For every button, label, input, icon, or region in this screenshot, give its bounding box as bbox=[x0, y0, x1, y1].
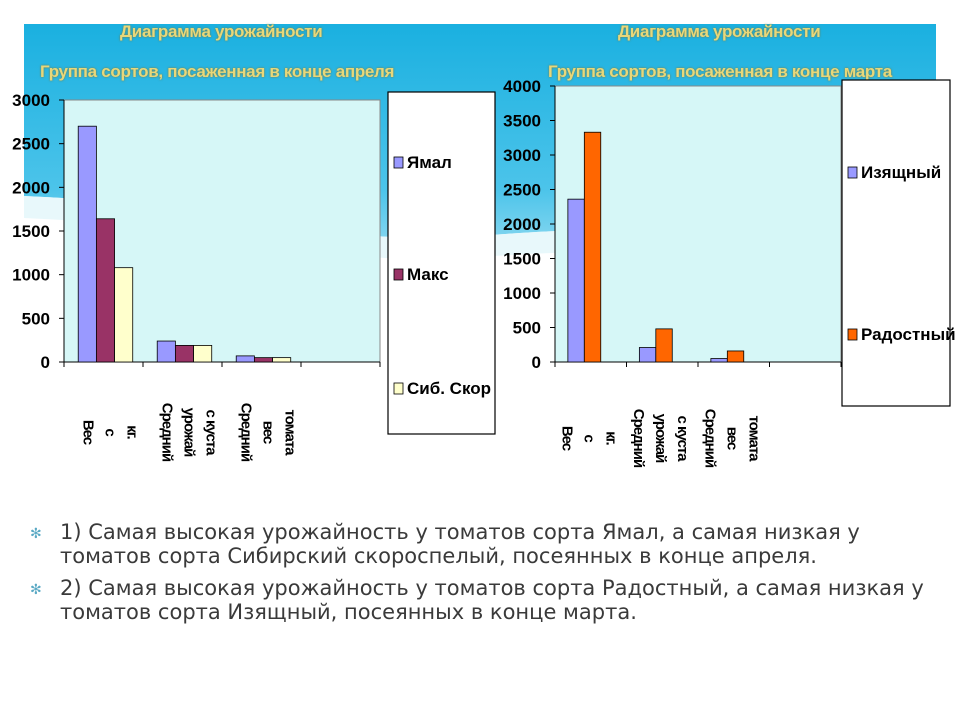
y-tick-label: 1500 bbox=[12, 222, 50, 241]
x-category-label: кг. bbox=[602, 431, 619, 445]
x-category-label: вес bbox=[259, 421, 276, 444]
bullet-item-2: ✻ 2) Самая высокая урожайность у томатов… bbox=[30, 576, 930, 624]
bullet-text-1: 1) Самая высокая урожайность у томатов с… bbox=[60, 520, 860, 568]
bar-Радостный-3 bbox=[726, 350, 745, 363]
bar-Изящный-1 bbox=[567, 198, 585, 363]
chart2-title: Диаграмма урожайности bbox=[618, 22, 821, 41]
legend-label: Радостный bbox=[861, 325, 956, 344]
y-tick-label: 500 bbox=[22, 309, 50, 328]
y-tick-label: 2000 bbox=[12, 178, 50, 197]
legend-swatch bbox=[393, 156, 404, 169]
y-tick-label: 1500 bbox=[503, 250, 541, 269]
legend-box bbox=[387, 91, 496, 435]
x-category-label: урожай bbox=[652, 414, 669, 463]
y-tick-label: 1000 bbox=[12, 266, 50, 285]
legend-swatch bbox=[847, 328, 858, 341]
y-tick-label: 4000 bbox=[503, 77, 541, 96]
bullet-list: ✻ 1) Самая высокая урожайность у томатов… bbox=[30, 520, 930, 632]
x-category-label: кг. bbox=[123, 425, 140, 439]
x-category-label: Средний bbox=[237, 403, 254, 462]
x-category-label: с куста bbox=[674, 415, 691, 462]
x-category-label: Средний bbox=[630, 409, 647, 468]
bar-Изящный-3 bbox=[710, 358, 728, 363]
chart2-subtitle: Группа сортов, посаженная в конце марта bbox=[548, 62, 892, 81]
bar-Ямал-3 bbox=[235, 355, 255, 363]
legend-swatch bbox=[393, 382, 404, 395]
star-bullet-icon: ✻ bbox=[30, 526, 42, 542]
y-tick-label: 1000 bbox=[503, 284, 541, 303]
y-tick-label: 2000 bbox=[503, 215, 541, 234]
y-tick-label: 500 bbox=[513, 319, 541, 338]
legend-swatch bbox=[393, 268, 404, 281]
plot-area bbox=[554, 85, 842, 363]
bar-Макс-3 bbox=[253, 357, 273, 363]
x-category-label: Средний bbox=[158, 403, 175, 462]
y-tick-label: 3000 bbox=[12, 91, 50, 110]
x-category-label: томата bbox=[281, 409, 298, 456]
bar-Радостный-1 bbox=[583, 131, 602, 363]
bullet-item-1: ✻ 1) Самая высокая урожайность у томатов… bbox=[30, 520, 930, 568]
x-category-label: с bbox=[101, 428, 118, 436]
chart1-title: Диаграмма урожайности bbox=[120, 22, 323, 41]
bar-Сиб. Скор-1 bbox=[114, 267, 134, 363]
y-tick-label: 2500 bbox=[12, 135, 50, 154]
x-category-label: Вес bbox=[79, 420, 96, 445]
legend-swatch bbox=[847, 166, 858, 179]
bar-Макс-2 bbox=[174, 345, 194, 363]
bullet-text-2: 2) Самая высокая урожайность у томатов с… bbox=[60, 576, 924, 624]
y-tick-label: 0 bbox=[41, 353, 50, 372]
y-tick-label: 0 bbox=[532, 353, 541, 372]
x-category-label: с куста bbox=[202, 409, 219, 456]
legend-label: Сиб. Скор bbox=[407, 379, 491, 398]
y-tick-label: 2500 bbox=[503, 181, 541, 200]
bar-Сиб. Скор-2 bbox=[193, 345, 213, 363]
legend-box bbox=[841, 79, 951, 407]
legend-label: Макс bbox=[407, 265, 449, 284]
x-category-label: Вес bbox=[558, 426, 575, 451]
chart-march: 0 500 1000 1500 2000 2500 3000 3500 4000 Вес с кг. С… bbox=[503, 77, 956, 468]
bar-Изящный-2 bbox=[638, 347, 657, 363]
y-tick-label: 3000 bbox=[503, 146, 541, 165]
chart1-subtitle: Группа сортов, посаженная в конце апреля bbox=[40, 62, 395, 81]
bar-Радостный-2 bbox=[655, 328, 673, 363]
legend-label: Изящный bbox=[861, 163, 941, 182]
y-tick-label: 3500 bbox=[503, 112, 541, 131]
legend-label: Ямал bbox=[407, 153, 452, 172]
x-category-label: Средний bbox=[701, 409, 718, 468]
x-category-label: томата bbox=[745, 415, 762, 462]
bar-Сиб. Скор-3 bbox=[272, 357, 292, 363]
x-category-label: урожай bbox=[180, 408, 197, 457]
bar-Ямал-2 bbox=[156, 340, 176, 363]
star-bullet-icon: ✻ bbox=[30, 582, 42, 598]
x-category-label: вес bbox=[723, 427, 740, 450]
chart-april: 0 500 1000 1500 2000 2500 3000 Вес с кг. Средний ур… bbox=[12, 91, 496, 462]
x-category-label: с bbox=[580, 434, 597, 442]
bar-Макс-1 bbox=[95, 218, 115, 363]
bar-Ямал-1 bbox=[77, 125, 97, 363]
